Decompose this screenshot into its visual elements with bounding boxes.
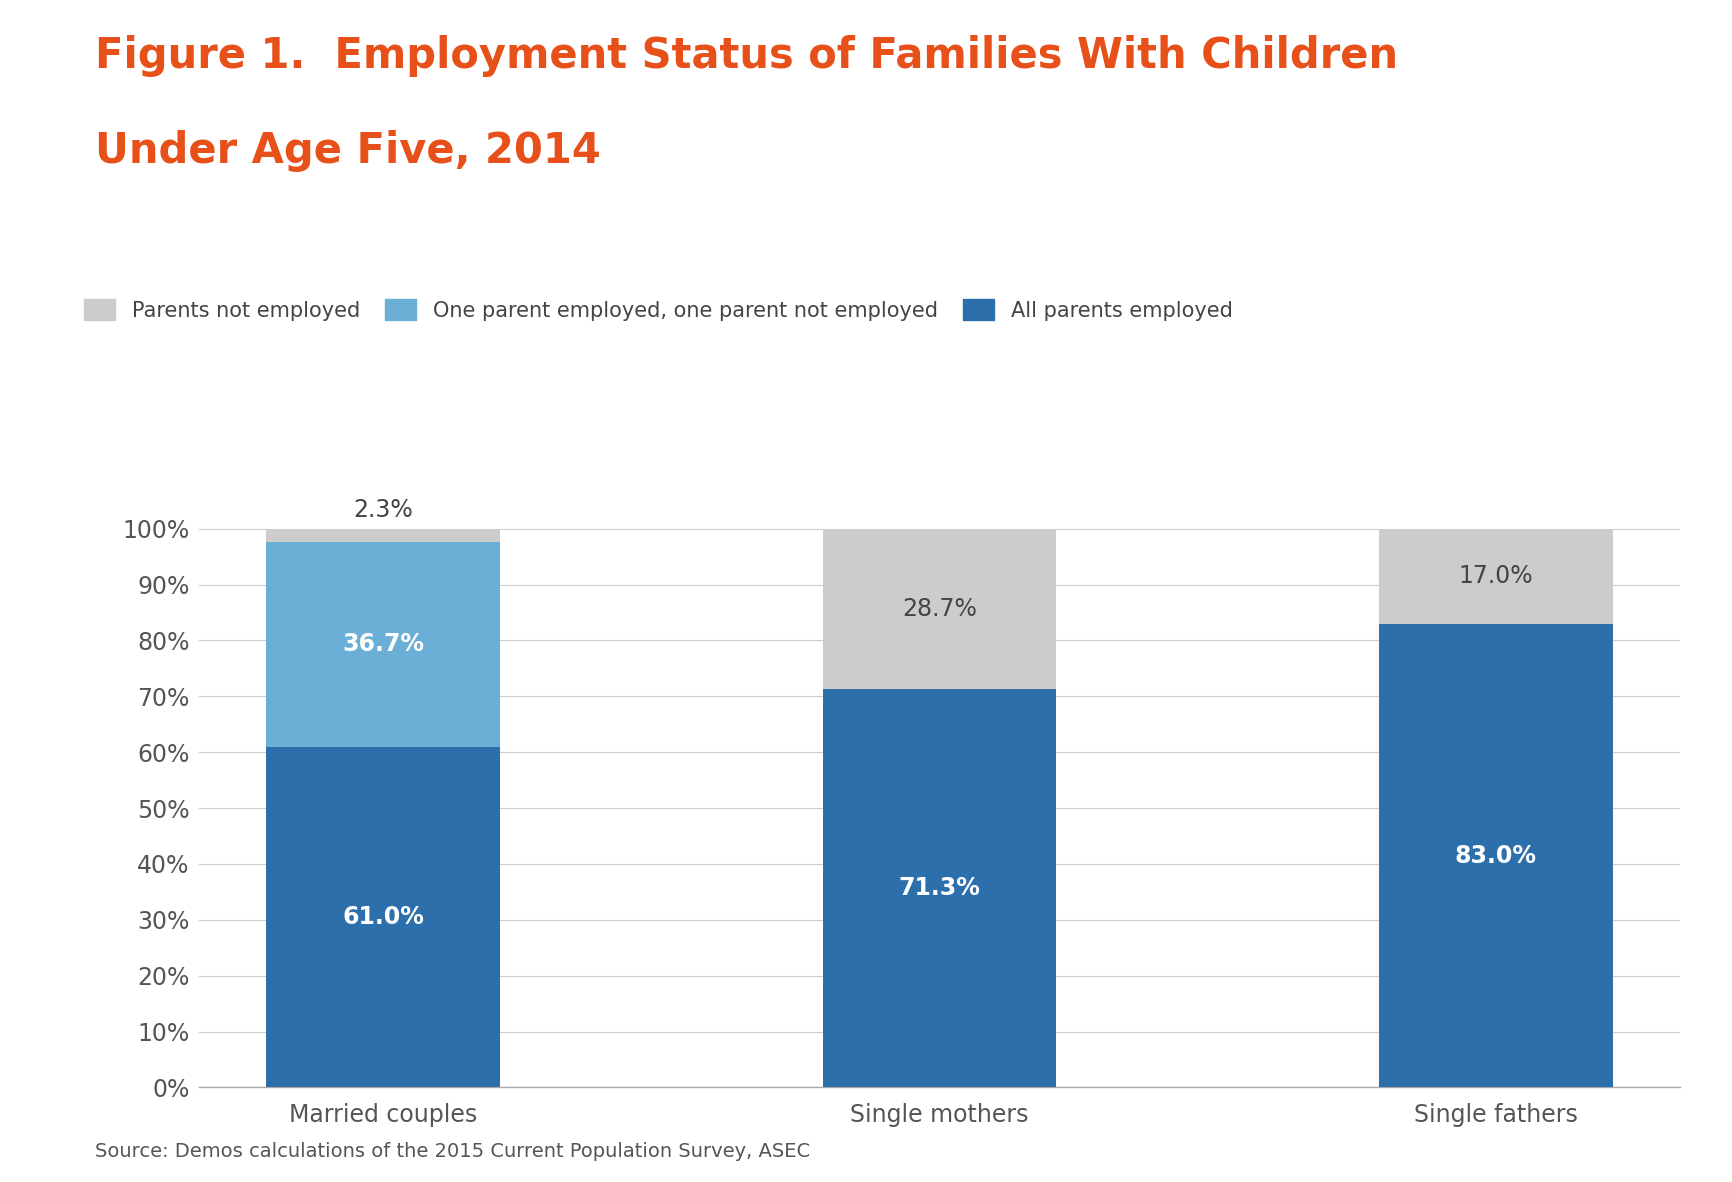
Bar — [267, 541, 501, 747]
Text: 2.3%: 2.3% — [353, 498, 414, 522]
Bar — [1379, 528, 1612, 624]
Legend: Parents not employed, One parent employed, one parent not employed, All parents : Parents not employed, One parent employe… — [83, 299, 1233, 320]
Bar — [823, 689, 1057, 1087]
Text: 17.0%: 17.0% — [1458, 564, 1533, 589]
Text: Figure 1.  Employment Status of Families With Children: Figure 1. Employment Status of Families … — [95, 35, 1398, 78]
Bar — [823, 528, 1057, 689]
Text: 36.7%: 36.7% — [343, 632, 424, 656]
Text: 71.3%: 71.3% — [899, 876, 980, 901]
Text: 83.0%: 83.0% — [1455, 844, 1536, 868]
Bar — [267, 528, 501, 541]
Bar — [267, 747, 501, 1087]
Text: Under Age Five, 2014: Under Age Five, 2014 — [95, 130, 601, 173]
Text: 61.0%: 61.0% — [343, 905, 424, 929]
Text: Source: Demos calculations of the 2015 Current Population Survey, ASEC: Source: Demos calculations of the 2015 C… — [95, 1142, 811, 1161]
Bar — [1379, 624, 1612, 1087]
Text: 28.7%: 28.7% — [902, 597, 977, 621]
